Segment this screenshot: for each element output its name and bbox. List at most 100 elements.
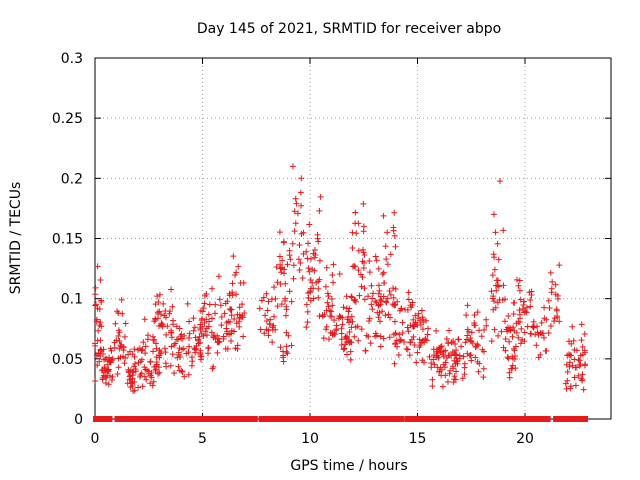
data-point [202, 328, 209, 335]
data-point [193, 345, 200, 352]
zero-value-markers [93, 416, 589, 422]
data-point [96, 358, 103, 365]
data-point [353, 230, 360, 237]
data-point [324, 290, 331, 297]
data-point [205, 350, 212, 357]
y-tick-label: 0.05 [52, 352, 83, 368]
data-point [186, 330, 193, 337]
data-point [199, 315, 206, 322]
x-tick-label: 10 [301, 431, 319, 447]
data-point [564, 368, 571, 375]
data-point [418, 307, 425, 314]
data-point [274, 303, 281, 310]
data-point [190, 315, 197, 322]
data-point [208, 329, 215, 336]
data-point [391, 301, 398, 308]
data-point [141, 316, 148, 323]
data-point [163, 363, 170, 370]
data-point [501, 318, 508, 325]
data-point [197, 307, 204, 314]
data-point [385, 311, 392, 318]
data-point [358, 283, 365, 290]
data-point [283, 306, 290, 313]
data-point [186, 318, 193, 325]
data-point [117, 354, 124, 361]
data-point [461, 371, 468, 378]
data-point [405, 289, 412, 296]
data-point [115, 327, 122, 334]
data-point [480, 374, 487, 381]
data-point [347, 348, 354, 355]
data-point [458, 343, 465, 350]
data-point [521, 309, 528, 316]
data-point [394, 343, 401, 350]
data-point [198, 353, 205, 360]
data-point [479, 346, 486, 353]
data-point [556, 262, 563, 269]
data-point [527, 297, 534, 304]
data-point [283, 329, 290, 336]
data-point [320, 335, 327, 342]
data-point [377, 343, 384, 350]
data-point [277, 344, 284, 351]
data-point [368, 282, 375, 289]
data-point [348, 294, 355, 301]
data-point [344, 351, 351, 358]
data-point [197, 351, 204, 358]
data-point [546, 304, 553, 311]
data-point [340, 304, 347, 311]
data-point [360, 249, 367, 256]
data-point [391, 302, 398, 309]
data-point [139, 346, 146, 353]
data-point [528, 288, 535, 295]
data-point [381, 279, 388, 286]
data-point [204, 332, 211, 339]
data-point [415, 315, 422, 322]
data-point [451, 373, 458, 380]
data-point [410, 316, 417, 323]
data-point [493, 287, 500, 294]
data-point [423, 317, 430, 324]
data-point [201, 300, 208, 307]
grid [95, 58, 611, 419]
data-point [429, 383, 436, 390]
data-point [414, 349, 421, 356]
data-point [483, 316, 490, 323]
data-point [94, 263, 101, 270]
data-point [167, 362, 174, 369]
data-point [271, 313, 278, 320]
data-point [365, 333, 372, 340]
data-point [571, 346, 578, 353]
data-point [132, 360, 139, 367]
data-point [392, 243, 399, 250]
data-point [417, 342, 424, 349]
data-point [419, 314, 426, 321]
data-point [492, 229, 499, 236]
data-point [325, 336, 332, 343]
y-tick-label: 0.1 [61, 292, 83, 308]
data-point [398, 305, 405, 312]
data-point [215, 273, 222, 280]
data-point [214, 349, 221, 356]
data-point [468, 357, 475, 364]
data-point [298, 175, 305, 182]
data-point [352, 220, 359, 227]
data-point [515, 334, 522, 341]
data-point [409, 302, 416, 309]
data-point [563, 361, 570, 368]
data-point [547, 322, 554, 329]
data-point [390, 331, 397, 338]
data-point [504, 354, 511, 361]
data-point [311, 247, 318, 254]
data-point [538, 319, 545, 326]
data-point [325, 293, 332, 300]
data-point [142, 366, 149, 373]
data-point [222, 345, 229, 352]
data-point [205, 345, 212, 352]
data-point [170, 317, 177, 324]
data-point [384, 261, 391, 268]
data-point [322, 283, 329, 290]
data-point [328, 308, 335, 315]
data-point [236, 304, 243, 311]
data-point [366, 257, 373, 264]
